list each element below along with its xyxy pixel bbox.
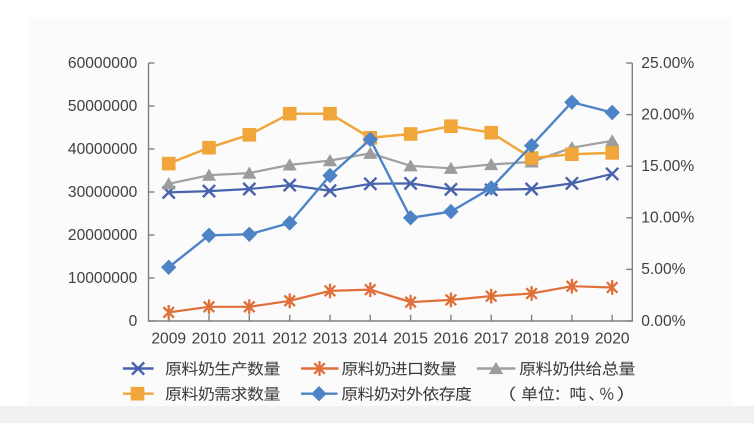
svg-text:50000000: 50000000 [68, 98, 138, 115]
svg-text:2012: 2012 [272, 331, 307, 348]
svg-text:2019: 2019 [555, 331, 590, 348]
svg-text:2018: 2018 [514, 331, 549, 348]
svg-text:2020: 2020 [595, 331, 630, 348]
svg-text:2009: 2009 [151, 331, 186, 348]
svg-text:2015: 2015 [393, 331, 428, 348]
svg-text:2011: 2011 [233, 331, 267, 348]
svg-text:0: 0 [129, 313, 138, 330]
svg-text:25.00%: 25.00% [641, 55, 694, 72]
svg-text:0.00%: 0.00% [641, 313, 685, 330]
svg-text:20000000: 20000000 [68, 227, 138, 244]
svg-text:2014: 2014 [353, 331, 388, 348]
svg-text:10.00%: 10.00% [641, 210, 694, 227]
svg-text:20.00%: 20.00% [641, 106, 694, 123]
svg-text:2010: 2010 [192, 331, 227, 348]
svg-text:2017: 2017 [474, 331, 509, 348]
svg-text:40000000: 40000000 [68, 141, 138, 158]
svg-text:30000000: 30000000 [68, 184, 138, 201]
svg-text:60000000: 60000000 [68, 55, 138, 72]
svg-text:15.00%: 15.00% [641, 158, 694, 175]
svg-text:2013: 2013 [313, 331, 348, 348]
svg-text:10000000: 10000000 [68, 270, 138, 287]
svg-text:5.00%: 5.00% [641, 261, 685, 278]
svg-text:2016: 2016 [434, 331, 469, 348]
